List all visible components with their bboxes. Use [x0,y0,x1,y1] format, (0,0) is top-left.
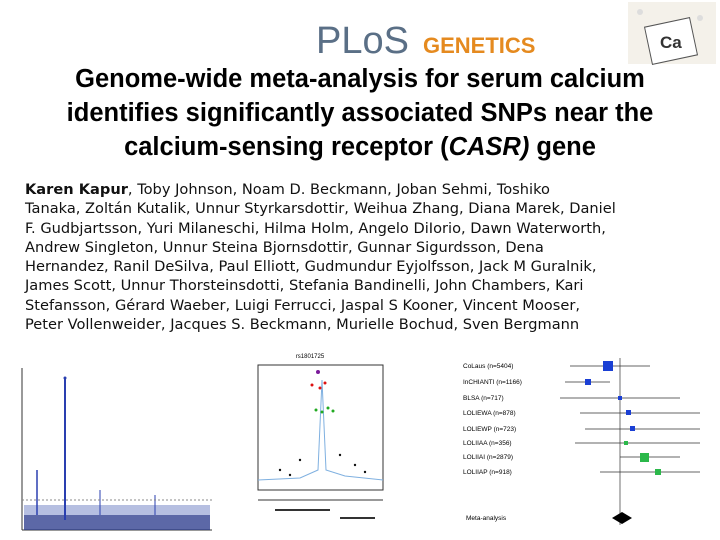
regional-title: rs1801725 [296,354,325,360]
forest-label: CoLaus (n=5404) [463,363,513,370]
author-names: Andrew Singleton, Unnur Steina Bjornsdot… [25,238,544,256]
logo-plos: PLoS [316,20,409,62]
author-names: , Toby Johnson, Noam D. Beckmann, Joban … [127,181,550,198]
author-names: Peter Vollenweider, Jacques S. Beckmann,… [25,316,580,334]
author-names: Stefansson, Gérard Waeber, Luigi Ferrucc… [25,296,580,314]
author-names: Tanaka, Zoltán Kutalik, Unnur Styrkarsdo… [25,200,616,218]
gene-name: CASR) [448,133,530,161]
svg-text:Ca: Ca [660,33,682,52]
title: Genome-wide meta-analysis for serum calc… [0,62,720,164]
title-line: Genome-wide meta-analysis for serum calc… [75,65,645,93]
author-line: Karen Kapur, Toby Johnson, Noam D. Beckm… [25,180,616,199]
author-line: Stefansson, Gérard Waeber, Luigi Ferrucc… [25,296,616,315]
forest-label: LOLIEWA (n=878) [463,410,516,417]
author-names: Hernandez, Ranil DeSilva, Paul Elliott, … [25,258,597,276]
forest-plot [560,358,700,525]
author-names: F. Gudbjartsson, Yuri Milaneschi, Hilma … [25,219,606,237]
manhattan-plot [21,368,212,531]
author-line: James Scott, Unnur Thorsteinsdotti, Stef… [25,276,616,295]
title-line: calcium-sensing receptor (CASR) gene [0,130,720,164]
calcium-icon: Ca [628,2,716,65]
title-text: gene [529,133,596,161]
logo-journal: GENETICS [423,33,535,58]
first-author: Karen Kapur [25,181,128,198]
forest-label: LOLIIAP (n=918) [463,469,512,476]
author-line: Tanaka, Zoltán Kutalik, Unnur Styrkarsdo… [25,199,616,218]
regional-plot: rs1801725 [257,354,384,519]
forest-label: InCHIANTI (n=1166) [463,379,522,386]
forest-label: LOLIIAI (n=2879) [463,454,513,461]
title-text: calcium-sensing receptor ( [124,133,449,161]
forest-label: LOLIIAA (n=356) [463,440,512,447]
author-line: Andrew Singleton, Unnur Steina Bjornsdot… [25,238,616,257]
author-names: James Scott, Unnur Thorsteinsdotti, Stef… [25,277,584,295]
author-line: Peter Vollenweider, Jacques S. Beckmann,… [25,315,616,334]
forest-label: BLSA (n=717) [463,395,504,402]
meta-label: Meta-analysis [466,515,507,522]
author-line: F. Gudbjartsson, Yuri Milaneschi, Hilma … [25,219,616,238]
author-line: Hernandez, Ranil DeSilva, Paul Elliott, … [25,257,616,276]
forest-label: LOLIEWP (n=723) [463,426,516,433]
title-line: identifies significantly associated SNPs… [66,99,654,127]
authors: Karen Kapur, Toby Johnson, Noam D. Beckm… [25,180,616,334]
